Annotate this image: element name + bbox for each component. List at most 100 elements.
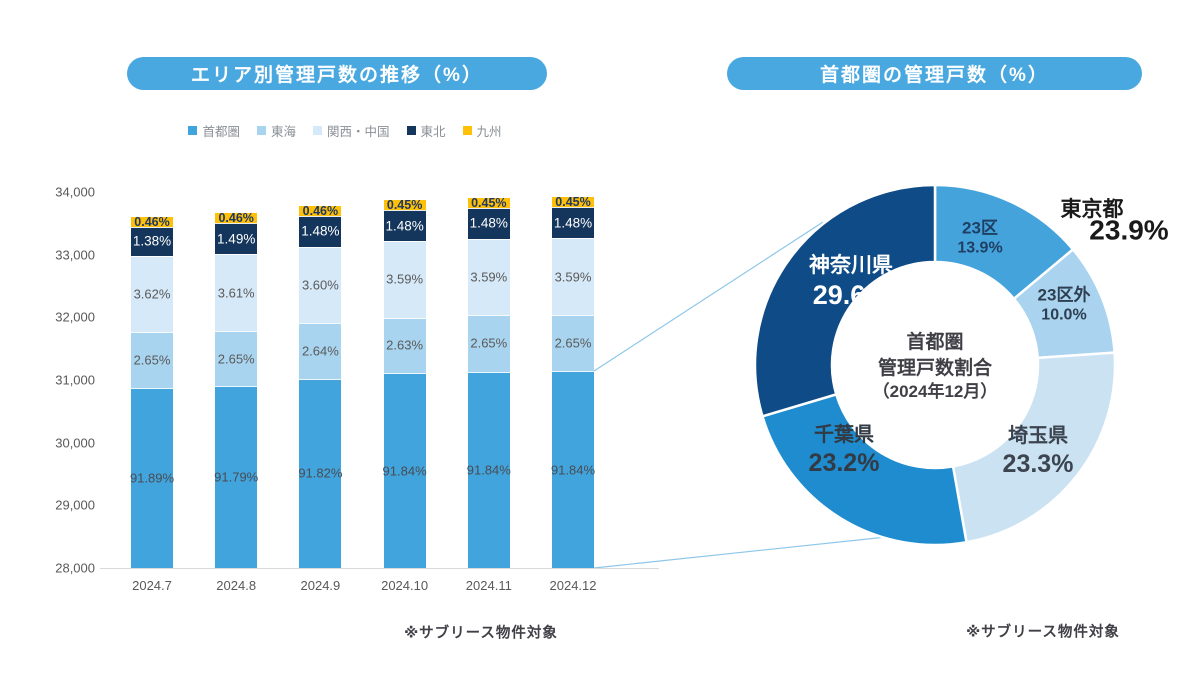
bar-segment xyxy=(131,332,173,388)
pie-label-kanagawa-name: 神奈川県 xyxy=(809,254,893,277)
pie-label-tokyo-name: 東京都 xyxy=(1060,197,1124,221)
bar-segment xyxy=(383,373,426,568)
pie-label-23ku: 23区 13.9% xyxy=(957,217,1002,258)
left-footnote: ※サブリース物件対象 xyxy=(404,625,558,642)
bar-segment-label: 1.48% xyxy=(469,215,508,231)
bar-segment-label: 1.48% xyxy=(385,218,424,234)
donut-center-label: 首都圏 管理戸数割合 （2024年12月） xyxy=(873,330,998,404)
x-tick-label: 2024.8 xyxy=(216,578,257,593)
legend-swatch-icon xyxy=(406,126,416,135)
legend-swatch-icon xyxy=(256,126,266,135)
x-axis-line xyxy=(100,568,659,569)
right-footnote: ※サブリース物件対象 xyxy=(966,624,1120,641)
bar-segment xyxy=(467,207,510,240)
bar-segment-label: 1.48% xyxy=(553,215,593,231)
bar-segment xyxy=(215,223,258,255)
pie-label-23ku-name: 23区 xyxy=(962,218,998,238)
legend-item: 東海 xyxy=(256,121,296,140)
bar-segment-label: 2.64% xyxy=(301,343,339,359)
x-tick-label: 2024.11 xyxy=(465,578,512,593)
donut-center-line3: （2024年12月） xyxy=(872,382,998,402)
bar-segment-label: 91.89% xyxy=(129,470,175,486)
bar-segment-label: 91.79% xyxy=(214,469,259,485)
y-tick-label: 31,000 xyxy=(55,372,95,388)
legend-item-label: 東北 xyxy=(420,125,446,139)
bar-segment xyxy=(552,238,594,315)
bar-segment xyxy=(299,215,342,247)
bar-segment-label: 3.60% xyxy=(301,277,339,293)
bar-segment-label: 0.45% xyxy=(386,198,423,213)
connector-line-top xyxy=(593,221,824,372)
bar-segment-label: 3.59% xyxy=(386,271,424,287)
y-tick-label: 33,000 xyxy=(55,247,95,263)
legend-item: 首都圏 xyxy=(188,121,240,140)
bar-segment xyxy=(215,254,258,331)
legend-item: 九州 xyxy=(462,121,502,140)
bar-segment-label: 3.59% xyxy=(470,269,508,285)
pie-label-23kugai-name: 23区外 xyxy=(1037,285,1091,305)
bar-segment xyxy=(383,317,426,374)
y-axis: 34,000 33,000 32,000 31,000 30,000 29,000 28,0… xyxy=(28,185,95,576)
bar-segment-label: 1.38% xyxy=(132,233,172,249)
bar-segment xyxy=(552,206,594,239)
pie-label-saitama: 埼玉県 23.3% xyxy=(1003,424,1074,480)
bar-segment-label: 2.63% xyxy=(386,337,424,353)
bar-segment-label: 0.45% xyxy=(471,195,507,210)
legend-item: 東北 xyxy=(406,121,446,140)
bar-segment-label: 0.46% xyxy=(218,211,254,226)
y-tick-label: 34,000 xyxy=(55,184,95,200)
bar-segment-label: 0.45% xyxy=(555,195,591,210)
pie-label-tokyo-pct: 23.9% xyxy=(1089,214,1169,246)
bar-segment xyxy=(552,197,594,207)
pie-label-kanagawa: 神奈川県 29.6% xyxy=(809,253,893,313)
connector-line-bottom xyxy=(593,532,925,569)
donut-center-line2: 管理戸数割合 xyxy=(877,357,993,379)
legend-item-label: 東海 xyxy=(270,125,296,139)
bar-segment xyxy=(215,330,258,387)
bar-segment xyxy=(467,198,510,208)
bar-segment xyxy=(467,371,510,568)
pie-label-23kugai-pct: 10.0% xyxy=(1041,306,1087,324)
bar-segment xyxy=(215,386,258,568)
bar-segment xyxy=(299,378,342,568)
metro-title: 首都圏の管理戸数（%） xyxy=(727,57,1142,90)
bar-segment xyxy=(299,323,342,379)
x-tick-label: 2024.7 xyxy=(132,578,172,593)
bar-segment-label: 91.84% xyxy=(466,462,511,478)
metro-title-text: 首都圏の管理戸数（%） xyxy=(820,65,1049,86)
pie-label-saitama-pct: 23.3% xyxy=(1002,449,1074,478)
area-trend-title: エリア別管理戸数の推移（%） xyxy=(127,57,547,90)
pie-label-chiba-pct: 23.2% xyxy=(808,448,880,477)
bar-segment xyxy=(131,255,173,333)
y-tick-label: 32,000 xyxy=(55,309,95,325)
bar-segment-label: 1.49% xyxy=(217,231,256,247)
bar-segment-label: 3.61% xyxy=(217,285,255,300)
legend-item-label: 関西・中国 xyxy=(326,125,390,139)
bar-segment xyxy=(383,209,426,242)
bar-segment xyxy=(299,246,342,324)
pie-label-kanagawa-pct: 29.6% xyxy=(812,280,890,311)
donut-center-line1: 首都圏 xyxy=(906,331,964,353)
bar-segment xyxy=(131,226,173,256)
y-tick-label: 28,000 xyxy=(55,560,95,576)
x-tick-label: 2024.12 xyxy=(549,578,597,593)
bar-segment-label: 0.46% xyxy=(302,203,339,218)
bar-segment-label: 91.84% xyxy=(550,462,596,478)
bar-segment-label: 2.65% xyxy=(470,335,508,351)
bar-segment xyxy=(131,387,173,568)
legend: 首都圏 東海 関西・中国 東北 九州 xyxy=(115,121,575,140)
legend-swatch-icon xyxy=(462,126,472,135)
pie-label-chiba-name: 千葉県 xyxy=(813,423,874,446)
pie-label-23kugai: 23区外 10.0% xyxy=(1038,284,1091,325)
bar-segment-label: 2.65% xyxy=(554,335,592,351)
pie-slice-2 xyxy=(951,351,1117,544)
bar-segment-label: 91.82% xyxy=(298,465,343,481)
pie-slice-4 xyxy=(753,183,937,418)
pie-label-23ku-pct: 13.9% xyxy=(957,239,1003,257)
pie-slice-3 xyxy=(760,392,968,547)
bar-segment-label: 3.59% xyxy=(554,269,592,285)
pie-label-saitama-name: 埼玉県 xyxy=(1007,424,1068,447)
bar-plot: 2024.7 91.89% 2.65% 3.62% 1.38% 0.46% 2024.8 91… xyxy=(100,192,659,593)
bar-segment xyxy=(467,239,510,316)
